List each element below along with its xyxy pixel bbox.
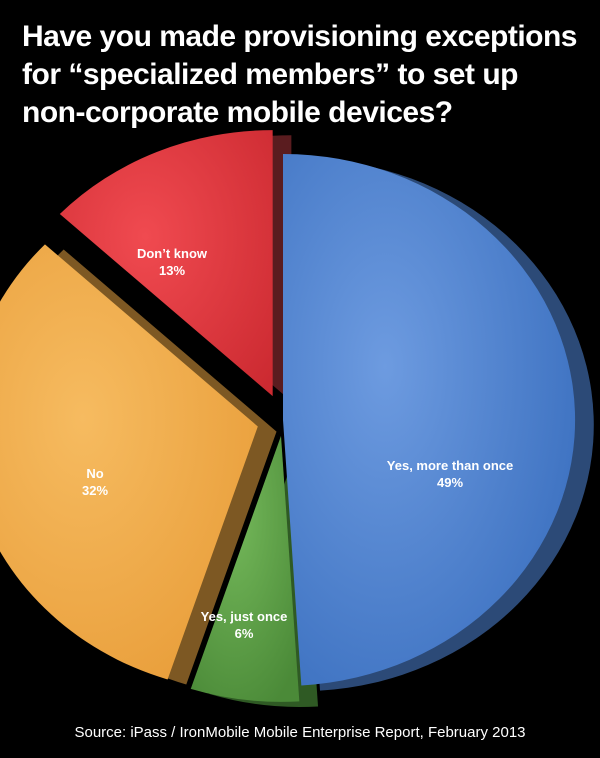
pie-slice [283, 154, 576, 686]
slice-value-label: 13% [159, 263, 185, 278]
slice-value-label: 49% [437, 475, 463, 490]
pie-slice [190, 435, 300, 702]
slice-label: Don’t know [137, 246, 208, 261]
source-note: Source: iPass / IronMobile Mobile Enterp… [74, 724, 526, 741]
pie-slice [59, 130, 273, 397]
slice-value-label: 32% [82, 483, 108, 498]
slice-label: Yes, just once [201, 609, 288, 624]
slice-tops [0, 130, 576, 702]
chart-title: Have you made provisioning exceptions fo… [22, 20, 578, 129]
pie-slice [0, 244, 258, 680]
slice-label: No [86, 466, 103, 481]
slice-labels: Yes, more than once 49% Yes, just once 6% No… [82, 246, 513, 641]
slice-value-label: 6% [235, 626, 254, 641]
slice-label: Yes, more than once [387, 458, 513, 473]
